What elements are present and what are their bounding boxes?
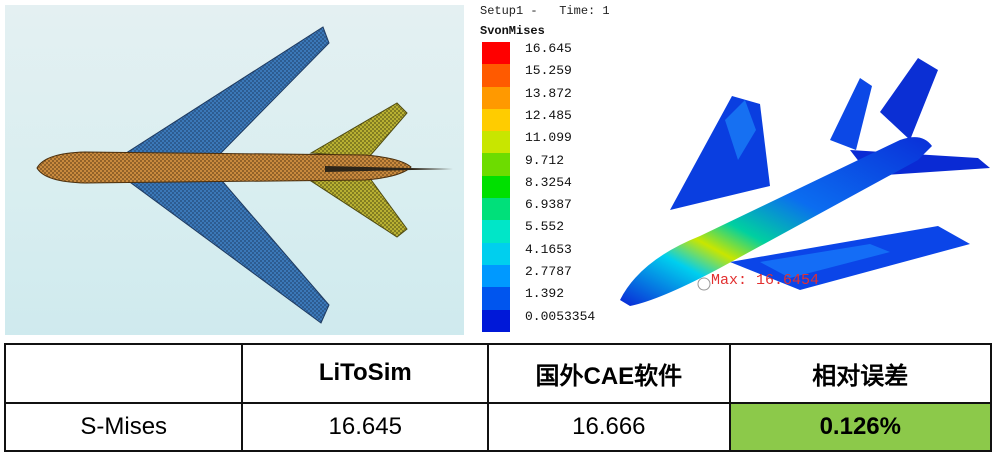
legend-value: 8.3254 — [525, 174, 572, 190]
header-relative-error: 相对误差 — [728, 343, 993, 404]
legend-swatch — [482, 198, 510, 221]
litosim-value: 16.645 — [241, 401, 490, 453]
legend-swatch — [482, 309, 510, 332]
legend-value: 12.485 — [525, 107, 572, 123]
table-header-row: LiToSim 国外CAE软件 相对误差 — [3, 343, 993, 404]
legend-swatch — [482, 131, 510, 154]
lower-wing — [121, 174, 330, 324]
legend-swatch — [482, 264, 510, 288]
legend-swatch — [482, 153, 510, 176]
relative-error-value: 0.126% — [728, 401, 993, 453]
upper-wing — [121, 26, 330, 158]
legend-value: 2.7787 — [525, 264, 572, 279]
lower-tailplane — [309, 176, 408, 238]
legend-value: 6.9387 — [525, 197, 572, 213]
setup-title: Setup1 - Time: 1 — [480, 4, 610, 18]
row-label: S-Mises — [3, 401, 244, 453]
legend-value: 15.259 — [525, 63, 572, 79]
legend-title: SvonMises — [480, 24, 545, 38]
fuselage — [36, 151, 412, 184]
stress-contour-model — [620, 58, 990, 306]
table-row: S-Mises 16.645 16.666 0.126% — [3, 401, 993, 453]
upper-tailplane — [309, 102, 408, 158]
legend-swatch — [482, 287, 510, 310]
legend-value: 9.712 — [525, 152, 565, 168]
legend-value: 13.872 — [525, 85, 572, 101]
legend-swatch — [482, 220, 510, 243]
max-stress-label: Max: 16.6454 — [711, 272, 820, 289]
header-empty-cell — [3, 343, 244, 404]
legend-swatch — [482, 242, 510, 265]
legend-value: 1.392 — [525, 286, 565, 302]
legend-value: 4.1653 — [525, 241, 572, 257]
legend-swatch — [482, 108, 510, 132]
color-legend-bar — [482, 42, 510, 332]
legend-swatch — [482, 64, 510, 87]
legend-value: 16.645 — [525, 41, 572, 56]
legend-swatch — [482, 42, 510, 65]
header-litosim: LiToSim — [241, 343, 490, 404]
comparison-table: LiToSim 国外CAE软件 相对误差 S-Mises 16.645 16.6… — [3, 343, 993, 453]
legend-value: 5.552 — [525, 219, 565, 235]
legend-value: 11.099 — [525, 130, 572, 146]
legend-value: 0.0053354 — [525, 308, 596, 324]
legend-swatch — [482, 175, 510, 199]
legend-swatch — [482, 86, 510, 109]
mesh-viewport[interactable] — [5, 5, 464, 335]
header-foreign-cae: 国外CAE软件 — [487, 343, 731, 404]
result-viewport[interactable]: Setup1 - Time: 1 SvonMises 16.645 15.259 1… — [470, 0, 997, 335]
foreign-value: 16.666 — [487, 401, 731, 453]
aircraft-mesh-model — [36, 26, 453, 324]
